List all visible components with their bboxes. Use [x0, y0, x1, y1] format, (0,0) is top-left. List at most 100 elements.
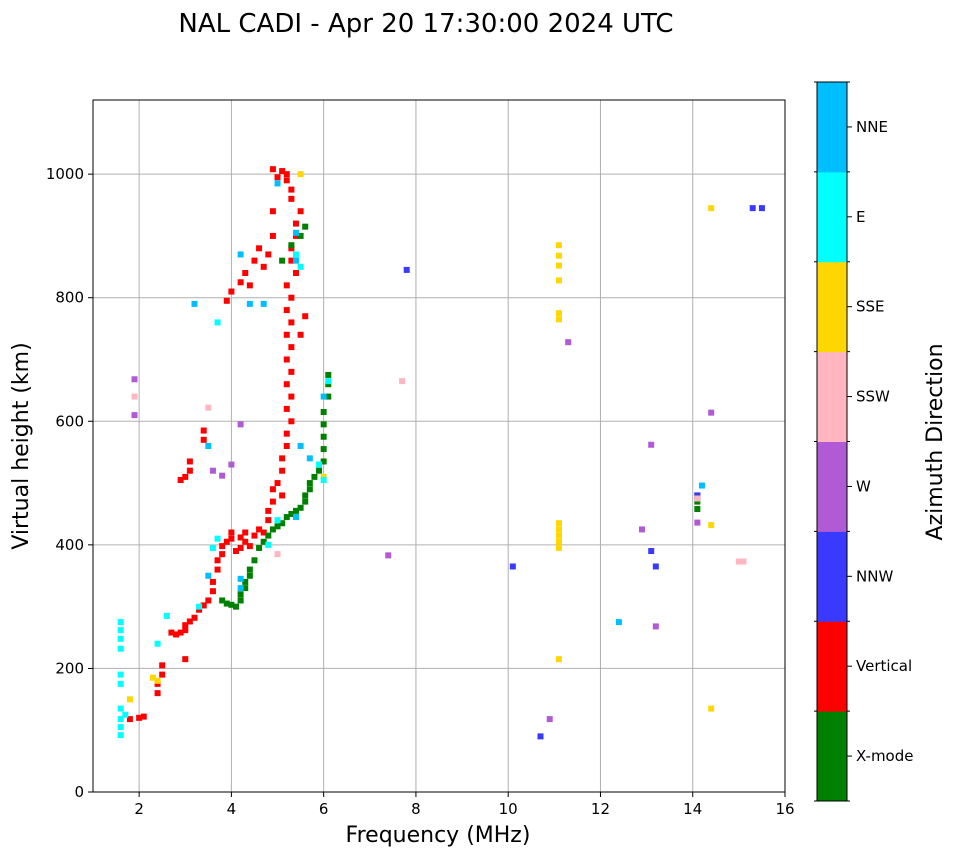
data-point	[126, 696, 133, 703]
data-point	[242, 529, 249, 536]
data-point	[283, 405, 290, 412]
data-point	[758, 205, 765, 212]
series-w	[131, 339, 715, 723]
data-point	[297, 171, 304, 178]
colorbar-segment	[817, 351, 847, 442]
data-point	[126, 716, 133, 723]
data-point	[205, 443, 212, 449]
series-e	[117, 251, 332, 739]
data-point	[694, 495, 701, 502]
data-point	[154, 640, 161, 647]
data-point	[288, 319, 295, 326]
data-point	[117, 671, 124, 678]
data-point	[320, 473, 327, 480]
series-x-mode	[219, 223, 701, 610]
data-point	[555, 310, 562, 317]
data-point	[638, 526, 645, 533]
data-point	[537, 733, 544, 740]
data-point	[320, 393, 327, 400]
data-point	[555, 277, 562, 284]
x-tick-label: 10	[499, 800, 518, 818]
data-point	[159, 671, 166, 678]
plot-frame	[92, 99, 786, 793]
data-point	[159, 662, 166, 669]
data-point	[283, 443, 290, 449]
data-point	[565, 339, 572, 346]
data-point	[615, 619, 622, 626]
data-point	[288, 245, 295, 252]
data-point	[283, 514, 290, 521]
data-point	[302, 313, 309, 320]
data-point	[205, 572, 212, 579]
data-point	[237, 597, 244, 604]
data-point	[191, 300, 198, 307]
data-point	[652, 623, 659, 630]
data-point	[555, 242, 562, 249]
colorbar-label: Azimuth Direction	[923, 343, 948, 540]
data-point	[200, 427, 207, 434]
x-tick-label: 4	[227, 800, 237, 818]
data-point	[555, 252, 562, 259]
data-point	[288, 294, 295, 301]
data-point	[288, 344, 295, 351]
data-point	[279, 492, 286, 499]
data-point	[168, 629, 175, 636]
chart-title: NAL CADI - Apr 20 17:30:00 2024 UTC	[178, 9, 673, 39]
data-point	[708, 409, 715, 416]
y-axis-label: Virtual height (km)	[9, 342, 34, 549]
data-point	[274, 517, 281, 524]
data-point	[283, 430, 290, 437]
data-point	[186, 458, 193, 465]
data-point	[320, 446, 327, 453]
data-point	[246, 566, 253, 573]
data-point	[749, 205, 756, 212]
data-point	[269, 486, 276, 493]
data-point	[265, 541, 272, 548]
data-point	[251, 257, 258, 264]
data-point	[555, 656, 562, 663]
data-point	[265, 251, 272, 258]
data-point	[320, 476, 327, 483]
data-point	[131, 393, 138, 400]
data-point	[288, 368, 295, 375]
data-point	[555, 532, 562, 539]
data-point	[652, 563, 659, 570]
data-point	[246, 282, 253, 289]
data-point	[242, 578, 249, 585]
x-tick-label: 14	[683, 800, 702, 818]
series-sse	[126, 171, 715, 712]
colorbar-segment	[817, 171, 847, 263]
data-point	[163, 612, 170, 619]
data-point	[242, 270, 249, 276]
data-point	[279, 168, 286, 175]
data-point	[117, 680, 124, 687]
data-point	[246, 300, 253, 307]
data-point	[283, 282, 290, 289]
data-point	[223, 538, 230, 545]
data-point	[292, 232, 299, 239]
series-ssw	[131, 378, 747, 565]
colorbar-frame	[816, 81, 848, 802]
data-point	[182, 627, 189, 634]
data-point	[182, 622, 189, 629]
data-point	[214, 566, 221, 573]
data-point	[205, 404, 212, 411]
data-point	[237, 575, 244, 582]
data-point	[269, 526, 276, 533]
series-nne	[191, 180, 705, 626]
data-point	[555, 262, 562, 269]
data-point	[325, 393, 332, 400]
data-point	[283, 171, 290, 178]
data-point	[265, 507, 272, 514]
data-point	[117, 705, 124, 712]
data-point	[288, 510, 295, 517]
data-point	[237, 279, 244, 286]
data-point	[136, 714, 143, 721]
data-point	[288, 393, 295, 400]
data-point	[385, 552, 392, 559]
data-point	[251, 557, 258, 564]
y-axis-ticks: 0 200 400 600 800 1000	[46, 165, 93, 801]
data-point	[269, 498, 276, 505]
data-point	[256, 245, 263, 252]
data-point	[219, 472, 226, 479]
